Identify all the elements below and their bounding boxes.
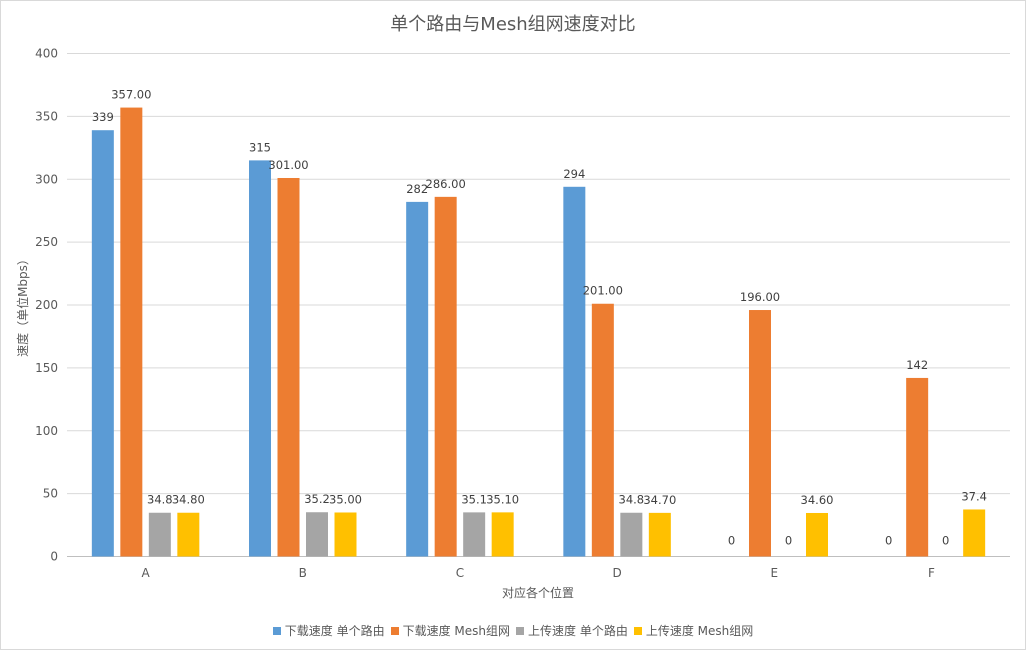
data-label: 35.10 <box>486 492 519 506</box>
bar <box>648 512 671 557</box>
bar <box>334 512 357 557</box>
data-label: 0 <box>785 534 792 548</box>
data-label: 282 <box>406 182 428 196</box>
legend-item: 上传速度 Mesh组网 <box>633 622 754 639</box>
y-tick-label: 300 <box>35 172 58 186</box>
bar <box>148 512 171 557</box>
legend-swatch <box>633 627 642 635</box>
legend-label: 上传速度 Mesh组网 <box>645 624 754 638</box>
data-label: 0 <box>728 534 735 548</box>
data-label: 201.00 <box>583 284 623 298</box>
bar <box>434 196 457 557</box>
legend-label: 上传速度 单个路由 <box>528 624 628 638</box>
bar <box>120 107 143 557</box>
x-tick-label: E <box>770 566 778 580</box>
legend-swatch <box>516 627 524 635</box>
bar <box>406 201 429 557</box>
legend: 下载速度 单个路由 下载速度 Mesh组网 上传速度 单个路由 上传速度 Mesh组网 <box>0 622 1026 639</box>
x-axis-title: 对应各个位置 <box>502 585 574 600</box>
data-label: 34.70 <box>643 493 676 507</box>
bar <box>591 303 614 557</box>
legend-label: 下载速度 Mesh组网 <box>402 624 510 638</box>
bar <box>91 130 114 557</box>
bar <box>491 512 514 557</box>
bar <box>177 512 200 557</box>
y-tick-label: 150 <box>35 361 58 375</box>
y-tick-label: 50 <box>43 487 58 501</box>
y-tick-label: 200 <box>35 298 58 312</box>
data-label: 286.00 <box>426 177 466 191</box>
bar <box>906 377 929 557</box>
y-tick-label: 350 <box>35 109 58 123</box>
data-label: 339 <box>92 110 114 124</box>
data-label: 0 <box>885 534 892 548</box>
y-tick-label: 0 <box>50 550 58 564</box>
x-tick-label: F <box>928 566 935 580</box>
legend-item: 下载速度 单个路由 <box>272 622 385 639</box>
data-label: 34.80 <box>172 493 205 507</box>
data-label: 34.60 <box>801 493 834 507</box>
data-label: 142 <box>906 358 928 372</box>
data-label: 35.1 <box>461 492 487 506</box>
bar <box>620 512 643 557</box>
legend-swatch <box>272 627 281 635</box>
x-tick-label: D <box>612 566 621 580</box>
y-axis-title: 速度（单位Mbps） <box>15 253 30 357</box>
x-tick-label: B <box>299 566 307 580</box>
bar <box>463 512 486 557</box>
bar <box>749 310 771 557</box>
data-label: 37.4 <box>961 489 987 503</box>
bar <box>249 160 271 557</box>
legend-swatch <box>390 627 399 635</box>
data-label: 196.00 <box>740 290 780 304</box>
legend-item: 下载速度 Mesh组网 <box>390 622 510 639</box>
data-label: 34.8 <box>619 493 645 507</box>
data-label: 35.00 <box>329 492 362 506</box>
data-label: 294 <box>563 167 585 181</box>
data-label: 0 <box>942 534 949 548</box>
bar <box>563 186 586 557</box>
data-label: 301.00 <box>268 158 308 172</box>
data-label: 315 <box>249 140 271 154</box>
y-tick-label: 400 <box>35 47 58 61</box>
data-label: 357.00 <box>111 88 151 102</box>
bar <box>306 512 328 557</box>
x-tick-label: A <box>141 566 150 580</box>
legend-label: 下载速度 单个路由 <box>284 624 385 638</box>
data-label: 35.2 <box>304 492 330 506</box>
legend-item: 上传速度 单个路由 <box>516 622 628 639</box>
bar <box>963 509 986 557</box>
chart-title: 单个路由与Mesh组网速度对比 <box>390 14 636 35</box>
data-label: 34.8 <box>147 493 173 507</box>
y-tick-label: 250 <box>35 235 58 249</box>
y-tick-label: 100 <box>35 424 58 438</box>
bar <box>277 177 300 557</box>
x-tick-label: C <box>456 566 464 580</box>
bar <box>806 512 828 557</box>
